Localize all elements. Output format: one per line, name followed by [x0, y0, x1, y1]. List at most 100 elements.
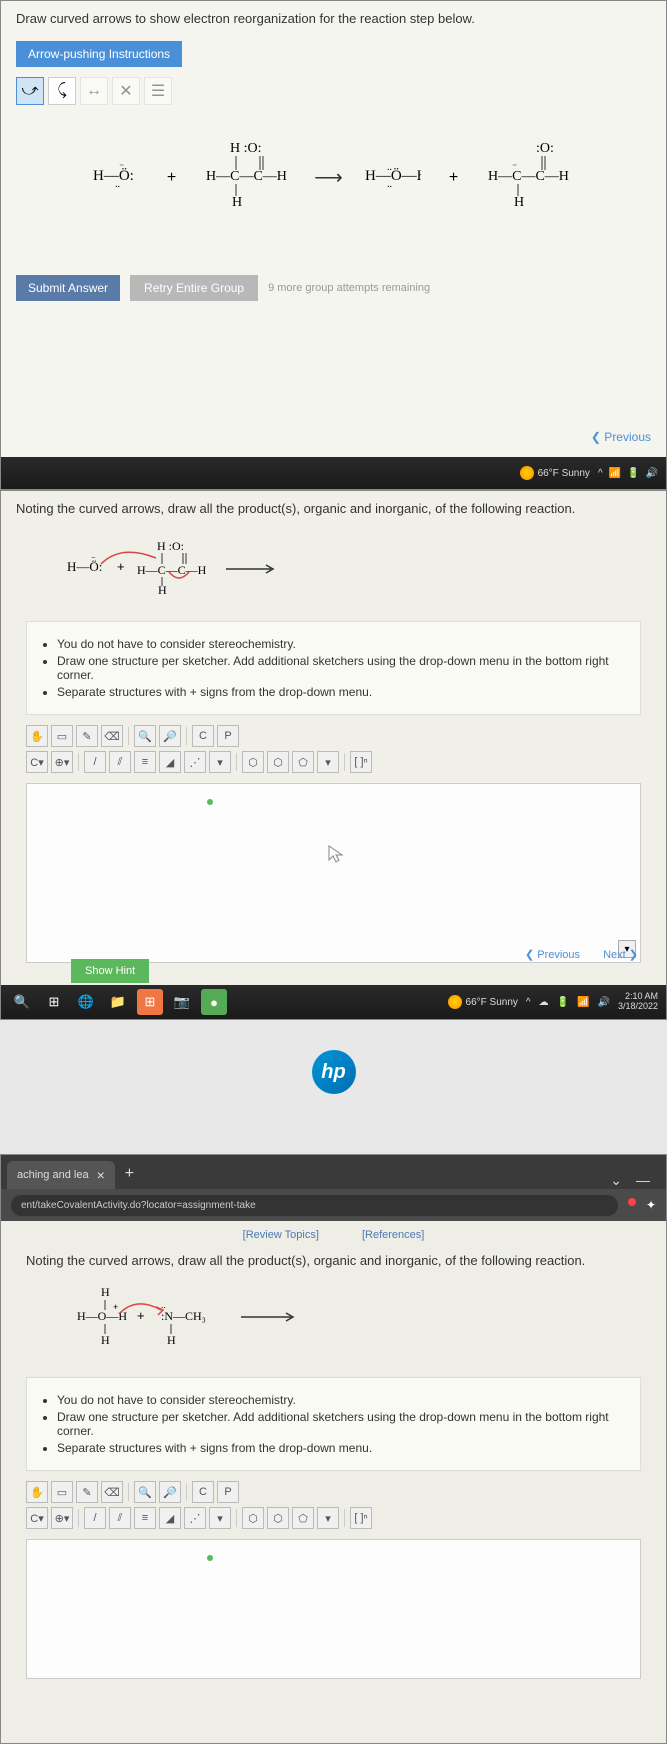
weather-text: 66°F Sunny: [538, 468, 590, 479]
previous-link[interactable]: ❮ Previous: [591, 430, 651, 444]
periodic-table-tool-3[interactable]: P: [217, 1481, 239, 1503]
retry-group-button[interactable]: Retry Entire Group: [130, 275, 258, 301]
arrow-pushing-instructions-button[interactable]: Arrow-pushing Instructions: [16, 41, 182, 67]
sketcher-toolbar-row-1: ✋ ▭ ✎ ⌫ 🔍 🔎 C P: [26, 725, 641, 747]
previous-link-2[interactable]: ❮ Previous: [515, 949, 590, 961]
instruction-2: Draw one structure per sketcher. Add add…: [57, 654, 628, 682]
dash-bond-tool-3[interactable]: ⋰: [184, 1507, 206, 1529]
curved-arrow-tool-2[interactable]: ⤹: [48, 77, 76, 105]
radical-tool[interactable]: ⊕▾: [51, 751, 73, 773]
minimize-icon[interactable]: —: [636, 1172, 650, 1189]
submit-answer-button[interactable]: Submit Answer: [16, 275, 120, 301]
curved-arrow-tool-1[interactable]: ⤻: [16, 77, 44, 105]
periodic-table-tool[interactable]: P: [217, 725, 239, 747]
onedrive-icon[interactable]: ☁: [539, 997, 549, 1008]
cyclohexane-tool-3[interactable]: ⬡: [267, 1507, 289, 1529]
references-link[interactable]: [References]: [342, 1229, 444, 1241]
tray-chevron[interactable]: ^: [526, 997, 531, 1008]
weather-widget[interactable]: 66°F Sunny: [520, 466, 590, 480]
double-bond-tool-3[interactable]: ⫽: [109, 1507, 131, 1529]
url-field[interactable]: [11, 1195, 618, 1216]
tab-close-icon[interactable]: ×: [97, 1167, 105, 1183]
show-hint-button[interactable]: Show Hint: [71, 959, 149, 983]
volume-icon-2[interactable]: 🔊: [598, 997, 610, 1008]
pencil-tool[interactable]: ✎: [76, 725, 98, 747]
ring-dropdown[interactable]: ▾: [317, 751, 339, 773]
eraser-tool-3[interactable]: ⌫: [101, 1481, 123, 1503]
svg-text:H: H: [101, 1333, 110, 1347]
sketcher-canvas[interactable]: ▾: [26, 783, 641, 963]
carbon-atom-tool-3[interactable]: C: [192, 1481, 214, 1503]
bond-dropdown-3[interactable]: ▾: [209, 1507, 231, 1529]
submit-row: Submit Answer Retry Entire Group 9 more …: [1, 260, 666, 316]
double-bond-tool[interactable]: ⫽: [109, 751, 131, 773]
triple-bond-tool[interactable]: ≡: [134, 751, 156, 773]
battery-icon-2[interactable]: 🔋: [557, 997, 569, 1008]
cyclopentane-tool-3[interactable]: ⬠: [292, 1507, 314, 1529]
new-tab-button[interactable]: +: [115, 1159, 144, 1189]
triple-bond-tool-3[interactable]: ≡: [134, 1507, 156, 1529]
extension-icon[interactable]: ✦: [646, 1198, 656, 1212]
chrome-icon[interactable]: 🌐: [73, 989, 99, 1015]
cyclohexane-tool[interactable]: ⬡: [267, 751, 289, 773]
wedge-bond-tool[interactable]: ◢: [159, 751, 181, 773]
zoom-in-tool[interactable]: 🔍: [134, 725, 156, 747]
recording-indicator-icon[interactable]: [628, 1198, 636, 1206]
svg-text:H :O:: H :O:: [230, 141, 262, 156]
wifi-icon-2[interactable]: 📶: [577, 997, 589, 1008]
reaction-scheme: H—Ö: ⁻ .. + H :O: H—C—C—H H ⟶: [1, 110, 666, 260]
wedge-bond-tool-3[interactable]: ◢: [159, 1507, 181, 1529]
app-icon-3[interactable]: 📷: [169, 989, 195, 1015]
chevron-up-icon[interactable]: ^: [598, 468, 603, 479]
benzene-tool-3[interactable]: ⬡: [242, 1507, 264, 1529]
bond-dropdown[interactable]: ▾: [209, 751, 231, 773]
svg-text:⁻: ⁻: [119, 162, 124, 173]
search-icon[interactable]: 🔍: [9, 989, 35, 1015]
select-tool-3[interactable]: ▭: [51, 1481, 73, 1503]
charge-tool-3[interactable]: C▾: [26, 1507, 48, 1529]
enolate-structure: :O: H—C—C—H ⁻ H: [486, 140, 576, 210]
svg-text:H: H: [167, 1333, 176, 1347]
clock[interactable]: 2:10 AM 3/18/2022: [618, 992, 658, 1012]
reaction-arrow: ⟶: [314, 165, 343, 190]
pencil-tool-3[interactable]: ✎: [76, 1481, 98, 1503]
app-icon-4[interactable]: ●: [201, 989, 227, 1015]
weather-widget-2[interactable]: 66°F Sunny: [448, 995, 518, 1009]
sketcher-toolbar-area: ✋ ▭ ✎ ⌫ 🔍 🔎 C P C▾ ⊕▾ / ⫽ ≡ ◢ ⋰ ▾ ⬡ ⬡ ⬠ …: [26, 725, 641, 773]
zoom-out-tool[interactable]: 🔎: [159, 725, 181, 747]
zoom-in-tool-3[interactable]: 🔍: [134, 1481, 156, 1503]
zoom-out-tool-3[interactable]: 🔎: [159, 1481, 181, 1503]
radical-tool-3[interactable]: ⊕▾: [51, 1507, 73, 1529]
review-topics-link[interactable]: [Review Topics]: [223, 1229, 339, 1241]
bracket-tool-3[interactable]: [ ]ⁿ: [350, 1507, 372, 1529]
single-bond-tool[interactable]: /: [84, 751, 106, 773]
app-icon-1[interactable]: 📁: [105, 989, 131, 1015]
system-tray[interactable]: ^ 📶 🔋 🔊: [598, 468, 658, 479]
single-bond-tool-3[interactable]: /: [84, 1507, 106, 1529]
hand-tool[interactable]: ✋: [26, 725, 48, 747]
carbon-atom-tool[interactable]: C: [192, 725, 214, 747]
cyclopentane-tool[interactable]: ⬠: [292, 751, 314, 773]
eraser-tool[interactable]: ⌫: [101, 725, 123, 747]
aldehyde-structure: H :O: H—C—C—H H: [204, 140, 294, 210]
charge-tool[interactable]: C▾: [26, 751, 48, 773]
wifi-icon[interactable]: 📶: [609, 468, 621, 479]
windows-taskbar-2: 🔍 ⊞ 🌐 📁 ⊞ 📷 ● 66°F Sunny ^ ☁ 🔋 📶 🔊 2:10 …: [1, 985, 666, 1019]
task-view-icon[interactable]: ⊞: [41, 989, 67, 1015]
dash-bond-tool[interactable]: ⋰: [184, 751, 206, 773]
sketcher-canvas-3[interactable]: [26, 1539, 641, 1679]
next-link[interactable]: Next ❯: [593, 949, 648, 961]
battery-icon[interactable]: 🔋: [627, 468, 639, 479]
volume-icon[interactable]: 🔊: [646, 468, 658, 479]
benzene-tool[interactable]: ⬡: [242, 751, 264, 773]
browser-tab[interactable]: aching and lea ×: [7, 1161, 115, 1189]
select-tool[interactable]: ▭: [51, 725, 73, 747]
canvas-start-dot: [207, 799, 213, 805]
app-icon-2[interactable]: ⊞: [137, 989, 163, 1015]
question-text-3: Noting the curved arrows, draw all the p…: [1, 1249, 666, 1272]
nav-links: ❮ Previous Next ❯: [515, 948, 648, 961]
ring-dropdown-3[interactable]: ▾: [317, 1507, 339, 1529]
chevron-down-icon[interactable]: ⌄: [610, 1172, 622, 1189]
hand-tool-3[interactable]: ✋: [26, 1481, 48, 1503]
bracket-tool[interactable]: [ ]ⁿ: [350, 751, 372, 773]
